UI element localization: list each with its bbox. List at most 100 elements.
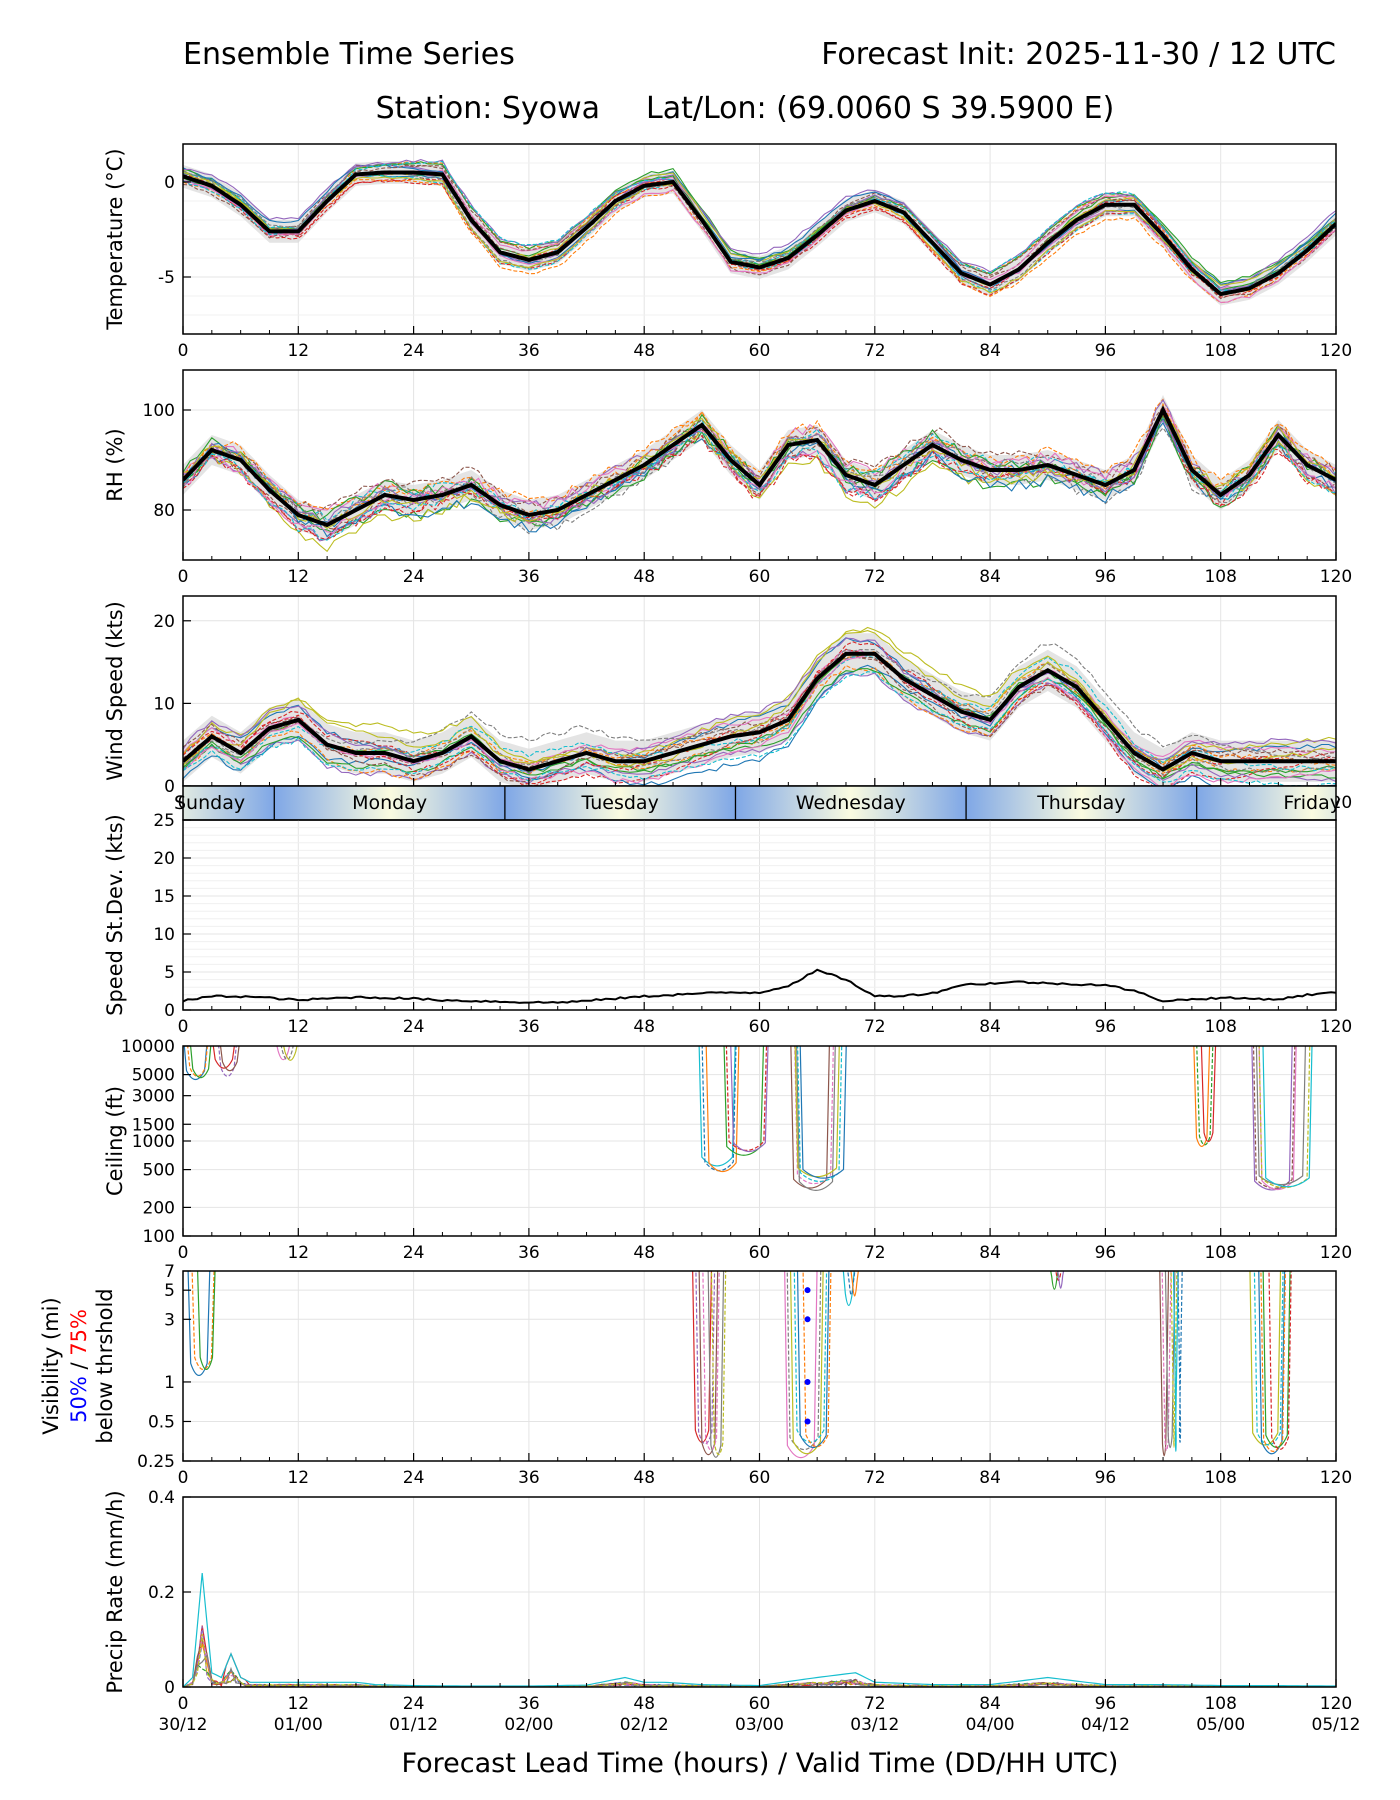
member-line [1057, 1271, 1065, 1289]
member-line [183, 671, 1336, 786]
mean-line [183, 651, 1336, 772]
member-line [789, 1271, 824, 1455]
x-tick-label: 36 [518, 341, 540, 361]
member-line [1262, 1271, 1291, 1448]
y-axis-label: Temperature (°C) [103, 148, 127, 330]
x-tick-label: 48 [633, 1468, 655, 1488]
x-tick-label: 48 [633, 1694, 655, 1714]
y-tick-label: 0 [164, 173, 175, 193]
valid-time-label: 02/12 [620, 1715, 669, 1735]
member-line [189, 1046, 212, 1079]
x-tick-label: 36 [518, 1243, 540, 1263]
grid [182, 1045, 1337, 1237]
x-tick-label: 120 [1320, 1694, 1352, 1714]
member-line [850, 1271, 859, 1297]
member-line [187, 1271, 211, 1377]
valid-time-label: 04/12 [1081, 1715, 1130, 1735]
y-tick-label: 20 [153, 612, 175, 632]
member-line [183, 641, 1336, 786]
member-line [1253, 1271, 1284, 1446]
member-line [1258, 1046, 1297, 1191]
x-tick-label: 60 [749, 1017, 771, 1037]
panel-wind: 0102001224364860728496108120Wind Speed (… [103, 595, 1352, 813]
x-tick-label: 72 [864, 1694, 886, 1714]
x-tick-label: 36 [518, 1017, 540, 1037]
y-tick-label: 500 [143, 1161, 175, 1181]
x-tick-label: 108 [1204, 1243, 1236, 1263]
day-label: Sunday [174, 792, 245, 814]
panel-precip: 0 0.2 0.4 0 12 24 36 48 60 72 84 96 108 120 30/12 01/00… [103, 1488, 1361, 1735]
member-line [1193, 1046, 1211, 1148]
member-line [183, 672, 1336, 784]
member-line [183, 648, 1336, 785]
valid-time-label: 03/12 [850, 1715, 899, 1735]
y-tick-label: 80 [153, 501, 175, 521]
member-line [191, 1271, 215, 1371]
day-band [735, 786, 967, 820]
x-tick-label: 72 [864, 1017, 886, 1037]
x-tick-label: 12 [287, 1694, 309, 1714]
member-line [183, 652, 1336, 776]
valid-time-label: 05/12 [1312, 1715, 1361, 1735]
day-band [1196, 786, 1336, 820]
x-axis-label: Forecast Lead Time (hours) / Valid Time … [402, 1748, 1119, 1779]
y-axis-label: Speed St.Dev. (kts) [103, 814, 127, 1016]
valid-time-label: 01/12 [389, 1715, 438, 1735]
x-tick-label: 48 [633, 567, 655, 587]
member-line [695, 1271, 716, 1445]
y-tick-label: 5 [164, 963, 175, 983]
member-line [705, 1046, 740, 1173]
x-tick-label: 0 [178, 341, 189, 361]
valid-time-label: 01/00 [274, 1715, 323, 1735]
y-tick-label: 0.4 [148, 1488, 175, 1508]
member-line [280, 1046, 294, 1061]
day-label: Wednesday [796, 792, 906, 814]
member-line [183, 405, 1336, 512]
stdev-line [183, 968, 1336, 1004]
x-tick-label: 48 [633, 1017, 655, 1037]
day-label: Thursday [1036, 792, 1125, 814]
panel-visibility: 75 3 1 0.5 0.250 12 24 36 48 60 72 84 96 108 120 Visibi… [39, 1262, 1352, 1488]
mean-line [183, 405, 1336, 528]
y-tick-label: 200 [143, 1198, 175, 1218]
plot-area [187, 1271, 1292, 1459]
x-tick-label: 0 [178, 1017, 189, 1037]
y-tick-label: 25 [153, 811, 175, 831]
y-tick-label: 1000 [132, 1132, 175, 1152]
member-line [283, 1046, 298, 1061]
x-tick-label: 48 [633, 1243, 655, 1263]
plot-area [183, 159, 1336, 306]
x-tick-label: 108 [1204, 1017, 1236, 1037]
member-line [842, 1271, 855, 1307]
member-line [197, 1271, 216, 1371]
day-band [966, 786, 1197, 820]
x-tick-label: 120 [1320, 567, 1352, 587]
y-axis-label: RH (%) [103, 428, 127, 501]
x-tick-label: 60 [749, 1468, 771, 1488]
x-tick-label: 48 [633, 341, 655, 361]
member-line [183, 174, 1336, 304]
y-tick-label: 10000 [121, 1037, 175, 1057]
member-line [219, 1046, 240, 1072]
member-line [183, 170, 1336, 296]
x-tick-label: 120 [1320, 1017, 1352, 1037]
y-axis-sublabel: below thrshold [93, 1288, 117, 1443]
x-tick-label: 60 [749, 1243, 771, 1263]
member-line [183, 1046, 208, 1081]
plot-area [183, 968, 1336, 1004]
y-tick-label: 5 [164, 1281, 175, 1301]
y-tick-label: 1 [164, 1373, 175, 1393]
member-line [276, 1046, 291, 1061]
x-tick-label: 108 [1204, 567, 1236, 587]
x-tick-label: 96 [1095, 1468, 1117, 1488]
member-line [183, 643, 1336, 766]
day-band [504, 786, 736, 820]
member-line [698, 1046, 736, 1167]
member-line [183, 664, 1336, 786]
valid-time-label: 03/00 [735, 1715, 784, 1735]
x-tick-label: 96 [1095, 1017, 1117, 1037]
y-tick-label: 0 [164, 777, 175, 797]
valid-time-label: 02/00 [504, 1715, 553, 1735]
